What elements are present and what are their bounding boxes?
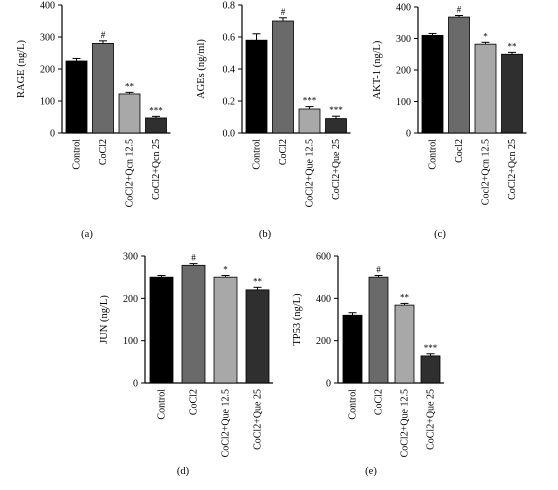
y-tick-label: 200 [40, 65, 55, 76]
chart-panel-b: 0.0 0.2 0.4 0.6 0.8 AGEs (ng/ml) Control # CoCl2… [196, 1, 351, 240]
y-tick-label: 0.8 [223, 1, 236, 12]
x-tick-label: Control [348, 389, 359, 420]
panel-label: (d) [177, 466, 190, 477]
bar-4 [501, 53, 523, 134]
x-tick-label: CoCl2+Que 25 [253, 389, 264, 450]
x-tick-label: CoCl2+Que 12.5 [400, 389, 411, 457]
y-tick-label: 300 [396, 34, 411, 45]
bar-1 [421, 34, 444, 134]
x-tick-label: Cocl2 [454, 139, 465, 163]
bar-4 [420, 355, 441, 384]
bar-1 [149, 276, 174, 384]
bar-3 [298, 108, 321, 134]
y-axis-label: AKT-1 (ng/L) [372, 40, 383, 99]
y-tick-label: 200 [316, 336, 331, 347]
x-tick-label: CoCl2 [98, 139, 109, 165]
bar-1 [65, 60, 88, 134]
x-tick-label: Cocl2+Qcn 12.5 [481, 139, 492, 205]
y-axis-label: RAGE (ng/L) [16, 39, 27, 98]
x-tick-label: Control [428, 139, 439, 170]
y-tick-label: 0 [406, 129, 411, 140]
significance-marker: # [457, 5, 462, 15]
panel-label: (b) [259, 229, 272, 240]
significance-marker: *** [303, 96, 317, 106]
x-tick-label: CoCl2 [278, 139, 289, 165]
y-tick-label: 0.0 [223, 129, 236, 140]
x-tick-label: CoCl2+Que 12.5 [221, 389, 232, 457]
y-tick-label: 400 [316, 294, 331, 305]
x-tick-label: CoCl2+Qcn 25 [507, 139, 518, 200]
significance-marker: *** [424, 343, 438, 353]
x-tick-label: Control [72, 139, 83, 170]
x-tick-label: CoCl2+Que 25 [331, 139, 342, 200]
significance-marker: * [223, 264, 228, 274]
y-tick-label: 0.4 [223, 65, 236, 76]
x-tick-label: CoCl2+Que 25 [426, 389, 437, 450]
panel-label: (e) [365, 466, 377, 477]
bar-2 [448, 16, 470, 134]
significance-marker: # [101, 30, 106, 40]
y-tick-label: 0 [133, 379, 138, 390]
y-tick-label: 0 [50, 129, 55, 140]
bar-3 [474, 43, 497, 134]
bar-4 [325, 118, 347, 134]
y-tick-label: 0.2 [223, 97, 236, 108]
y-tick-label: 0.6 [223, 33, 236, 44]
chart-panel-d: 0 100 200 300 JUN (ng/L) Control # CoCl2 * CoCl2+… [99, 252, 273, 477]
y-tick-label: 100 [40, 97, 55, 108]
y-tick-label: 100 [123, 336, 138, 347]
chart-panel-e: 0 200 400 600 TP53 (ng/L) Control # CoCl2 ** CoCl… [292, 252, 444, 477]
significance-marker: ** [508, 41, 518, 51]
bar-2 [368, 276, 389, 384]
x-tick-label: CoCl2 [189, 389, 200, 415]
x-tick-label: CoCl2 [374, 389, 385, 415]
significance-marker: ** [125, 81, 135, 91]
bar-2 [92, 43, 114, 134]
bar-3 [118, 93, 141, 134]
bar-1 [342, 314, 363, 384]
x-tick-label: Control [157, 389, 168, 420]
significance-marker: ** [253, 276, 263, 286]
chart-panel-a: 0 100 200 300 400 RAGE (ng/L) Control # CoCl2 ** C… [16, 1, 171, 240]
bar-2 [272, 20, 294, 134]
bar-1 [245, 39, 268, 134]
significance-marker: *** [149, 105, 163, 115]
y-axis-label: AGEs (ng/ml) [196, 39, 207, 99]
panel-label: (a) [81, 229, 93, 240]
significance-marker: ** [400, 292, 410, 302]
bar-3 [213, 276, 238, 384]
y-tick-label: 0 [326, 379, 331, 390]
y-axis-label: JUN (ng/L) [99, 295, 110, 344]
y-tick-label: 200 [396, 66, 411, 77]
bar-4 [245, 289, 270, 384]
x-tick-label: CoCl2+Que 12.5 [305, 139, 316, 207]
bar-3 [394, 304, 415, 384]
bar-2 [181, 264, 206, 384]
y-axis-label: TP53 (ng/L) [292, 293, 303, 346]
y-tick-label: 300 [123, 252, 138, 263]
significance-marker: *** [329, 105, 343, 115]
significance-marker: # [191, 253, 196, 263]
y-tick-label: 400 [40, 1, 55, 12]
significance-marker: * [483, 31, 488, 41]
x-tick-label: CoCl2+Qcn 12.5 [125, 139, 136, 207]
significance-marker: # [376, 264, 381, 274]
y-tick-label: 200 [123, 294, 138, 305]
significance-marker: # [281, 7, 286, 17]
chart-panel-c: 0 100 200 300 400 AKT-1 (ng/L) Control # Cocl2 * C… [372, 3, 527, 240]
y-tick-label: 300 [40, 33, 55, 44]
y-tick-label: 600 [316, 252, 331, 263]
y-tick-label: 400 [396, 3, 411, 14]
y-tick-label: 100 [396, 97, 411, 108]
bar-4 [145, 117, 167, 134]
x-tick-label: Control [252, 139, 263, 170]
panel-label: (c) [434, 229, 446, 240]
x-tick-label: CoCl2+Qcn 25 [151, 139, 162, 200]
